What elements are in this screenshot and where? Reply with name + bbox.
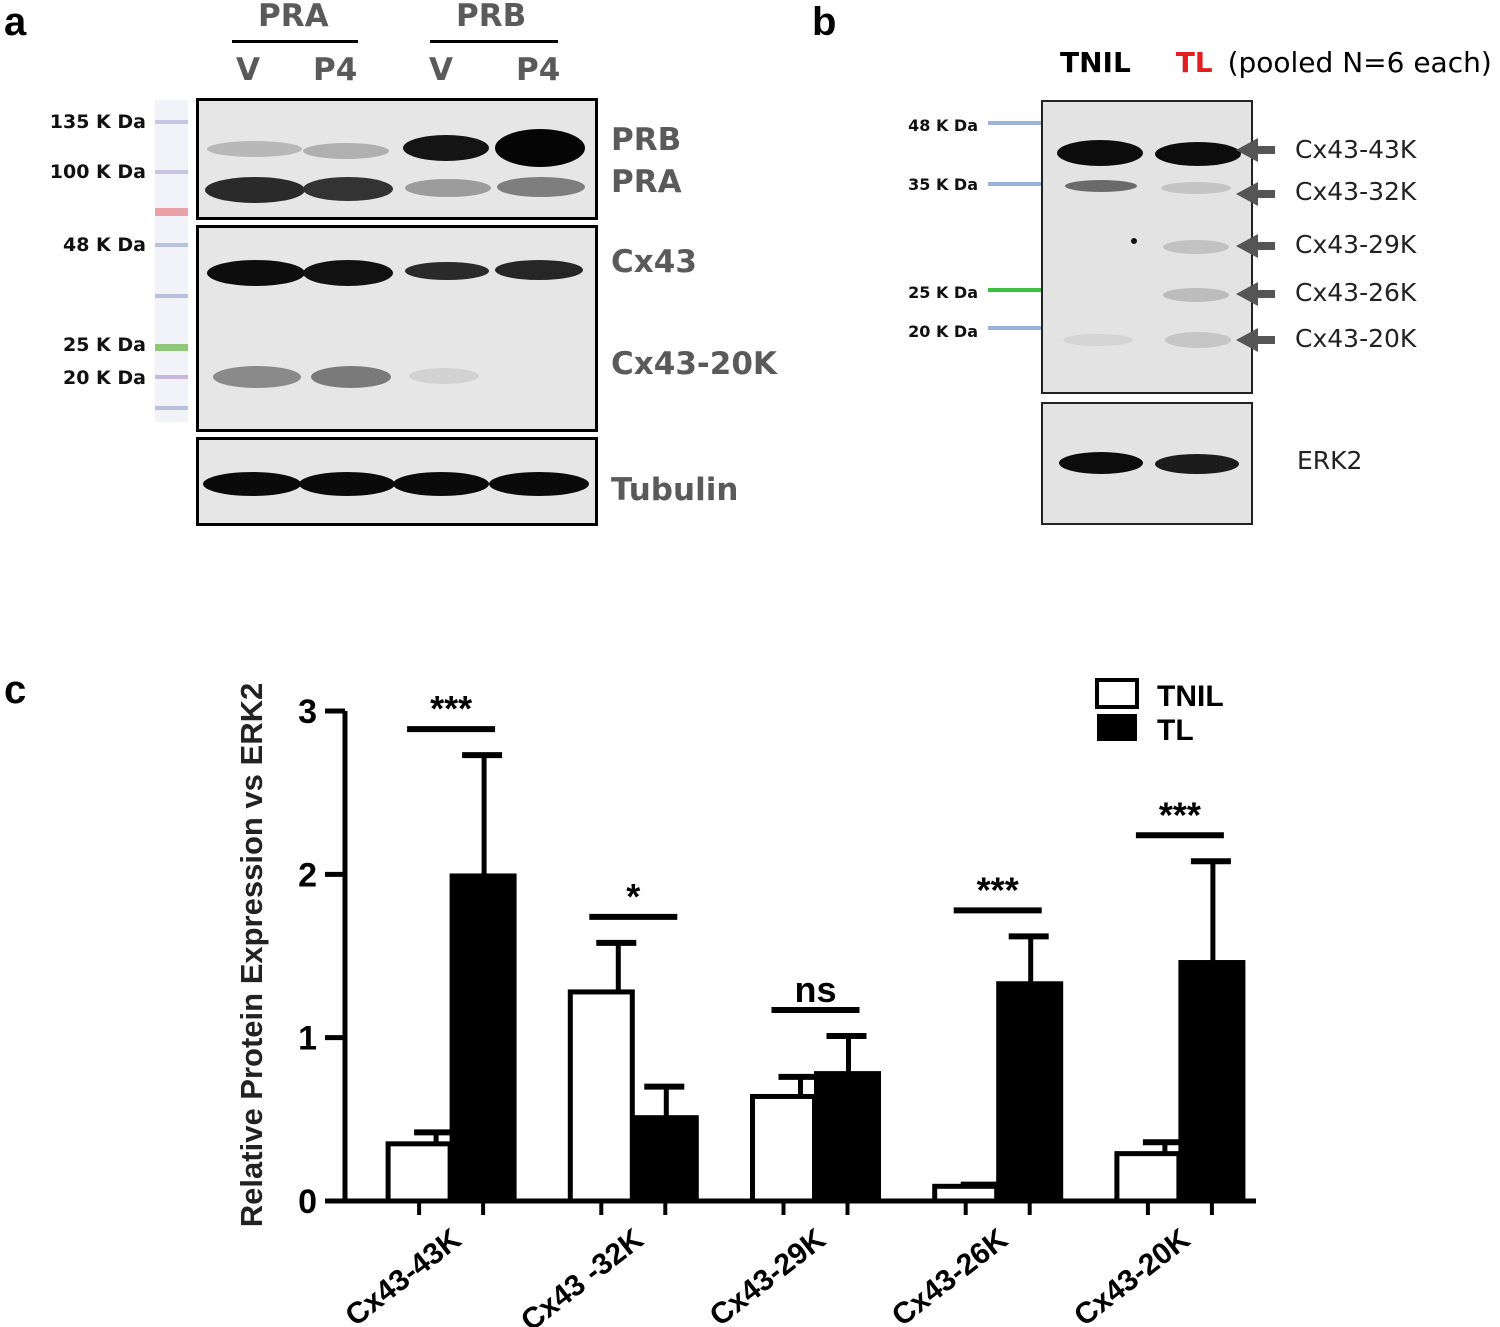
marker-100kda: 100 K Da [49, 161, 146, 183]
marker-25kda: 25 K Da [63, 334, 146, 356]
legend-label-tl: TL [1157, 714, 1194, 747]
bar-tl [631, 1115, 699, 1204]
significance-label: *** [430, 688, 472, 729]
legend-swatch-tnil [1095, 678, 1139, 709]
blot-b-cx43 [1041, 100, 1253, 394]
legend-swatch-tl [1097, 714, 1137, 741]
marker-b-line-20 [988, 326, 1042, 330]
x-category-label: Cx43-20K [1068, 1222, 1196, 1327]
label-tubulin: Tubulin [611, 472, 739, 508]
marker-b-line-35 [988, 182, 1042, 186]
bar-tl [449, 873, 517, 1204]
panel-c-letter: c [4, 668, 27, 712]
bar-tnil [567, 989, 635, 1204]
blot-b-erk2 [1041, 402, 1253, 525]
y-axis-label: Relative Protein Expression vs ERK2 [234, 683, 269, 1227]
lane-label-tnil: TNIL [1060, 46, 1131, 79]
marker-b-line-25 [988, 288, 1042, 292]
label-b-cx43-29k: Cx43-29K [1295, 230, 1417, 259]
lane-label-tl: TL [1175, 46, 1213, 79]
group-line-pra [232, 40, 358, 43]
lane-label-v1: V [236, 52, 260, 88]
bar-tnil [1114, 1151, 1182, 1204]
x-category-label: Cx43-29K [704, 1222, 832, 1327]
bar-tl [1178, 960, 1246, 1204]
label-b-cx43-32k: Cx43-32K [1295, 177, 1417, 206]
significance-label: *** [1159, 794, 1201, 835]
bar-tl [814, 1071, 881, 1204]
bar-tnil [385, 1141, 453, 1204]
y-tick-label: 1 [298, 1020, 317, 1058]
group-label-pra: PRA [258, 0, 329, 34]
marker-ladder-a [155, 100, 188, 422]
lane-header-b: TNIL TL (pooled N=6 each) [1060, 46, 1492, 79]
x-category-label: Cx43 -32K [515, 1222, 650, 1327]
label-b-cx43-43k: Cx43-43K [1295, 135, 1417, 164]
label-cx43-20k: Cx43-20K [611, 346, 777, 382]
significance-label: ns [794, 969, 836, 1010]
label-pra: PRA [611, 164, 682, 200]
group-label-prb: PRB [456, 0, 527, 34]
blot-cx43 [196, 225, 598, 432]
significance-label: *** [977, 869, 1019, 910]
bar-tnil [932, 1183, 1000, 1204]
y-tick-label: 2 [298, 856, 317, 894]
lane-label-p4-1: P4 [313, 52, 358, 88]
lane-label-v2: V [429, 52, 453, 88]
label-cx43: Cx43 [611, 244, 697, 280]
bar-tl [996, 981, 1064, 1204]
bar-tnil [750, 1093, 817, 1204]
x-category-label: Cx43-43K [339, 1222, 467, 1327]
label-b-erk2: ERK2 [1297, 446, 1363, 475]
marker-b-20kda: 20 K Da [908, 322, 978, 341]
label-prb: PRB [611, 122, 682, 158]
marker-b-35kda: 35 K Da [908, 175, 978, 194]
group-line-prb [430, 40, 558, 43]
significance-label: * [626, 876, 640, 917]
marker-b-25kda: 25 K Da [908, 283, 978, 302]
panel-b-letter: b [812, 0, 837, 44]
blot-pr [196, 98, 598, 220]
marker-48kda: 48 K Da [63, 234, 146, 256]
marker-b-line-48 [988, 121, 1042, 125]
marker-20kda: 20 K Da [63, 367, 146, 389]
label-b-cx43-26k: Cx43-26K [1295, 278, 1417, 307]
y-tick-label: 0 [298, 1183, 317, 1221]
label-b-cx43-20k: Cx43-20K [1295, 324, 1417, 353]
lane-label-p4-2: P4 [516, 52, 561, 88]
x-category-label: Cx43-26K [886, 1222, 1014, 1327]
panel-a-letter: a [4, 0, 27, 44]
blot-tubulin [196, 437, 598, 526]
y-tick-label: 3 [298, 693, 317, 731]
marker-b-48kda: 48 K Da [908, 116, 978, 135]
legend: TNIL TL [1095, 678, 1224, 747]
legend-label-tnil: TNIL [1157, 680, 1224, 713]
lane-note: (pooled N=6 each) [1227, 46, 1492, 79]
marker-135kda: 135 K Da [49, 111, 146, 133]
